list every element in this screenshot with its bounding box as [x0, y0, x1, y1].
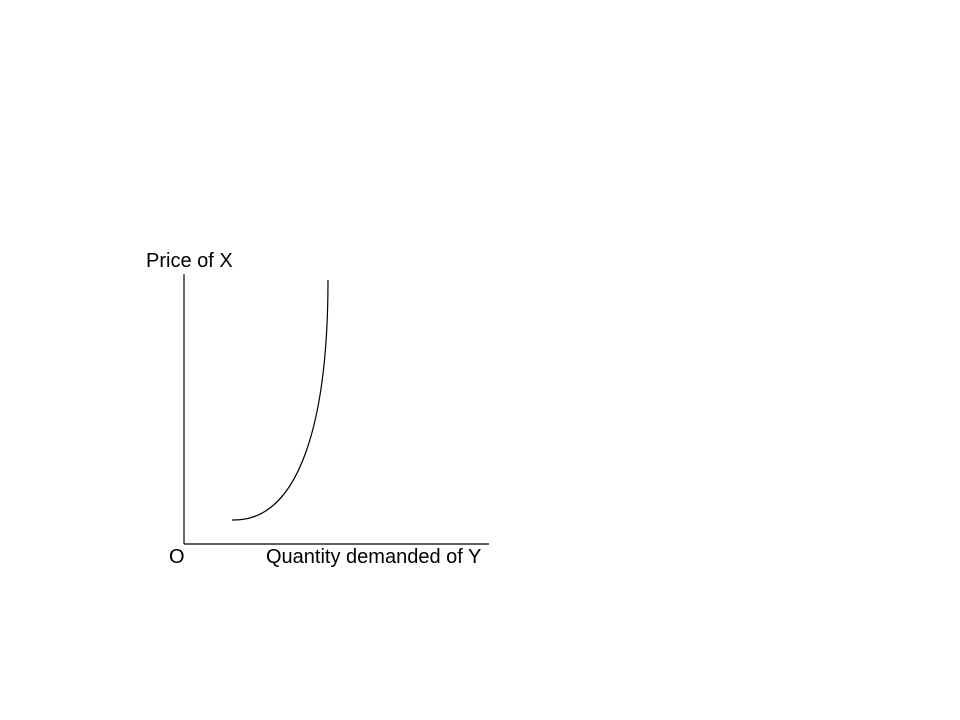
origin-label: O: [169, 546, 185, 568]
cross-demand-curve: [231, 279, 329, 521]
x-axis-label: Quantity demanded of Y: [266, 546, 482, 568]
y-axis-label: Price of X: [146, 250, 233, 272]
